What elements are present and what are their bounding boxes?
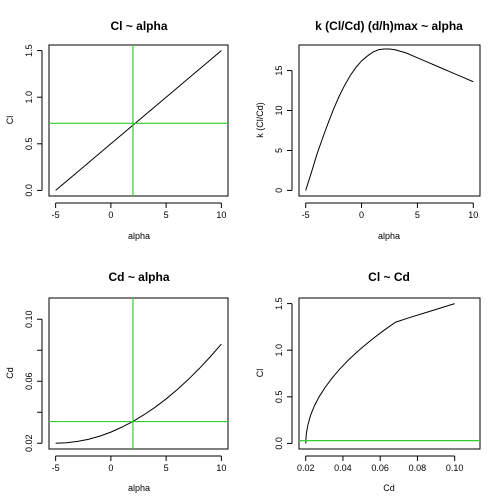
panel-title: Cd ~ alpha	[108, 270, 169, 284]
x-tick-label: 0.10	[446, 463, 464, 473]
y-tick-label: 1.5	[24, 44, 34, 57]
y-tick-label: 1.0	[274, 344, 284, 357]
panel-4: Cl ~ Cd Cd Cl 0.02 0.04 0.06 0.08 0.10 0.0 0.5 1.0…	[255, 270, 481, 493]
panel-title: Cl ~ Cd	[368, 270, 410, 284]
x-tick-label: -5	[52, 210, 60, 220]
plot-frame	[298, 44, 481, 197]
x-tick-label: 0	[359, 210, 364, 220]
y-tick-label: 0.5	[24, 138, 34, 151]
y-tick-label: 0.0	[24, 184, 34, 197]
series-line	[55, 50, 222, 191]
plot-area	[49, 45, 228, 196]
series-line	[55, 343, 222, 444]
y-tick-label: 0	[274, 188, 284, 193]
x-tick-label: 0	[108, 463, 113, 473]
y-axis-label: k (Cl/Cd)	[255, 102, 265, 138]
panel-title: Cl ~ alpha	[110, 19, 167, 33]
series-line	[305, 48, 474, 191]
x-tick-label: 5	[415, 210, 420, 220]
x-tick-label: 10	[216, 210, 226, 220]
x-tick-label: 0.02	[297, 463, 315, 473]
x-axis-label: alpha	[128, 483, 150, 493]
x-tick-label: 5	[164, 210, 169, 220]
panel-title: k (Cl/Cd) (d/h)max ~ alpha	[315, 19, 463, 33]
x-tick-label: -5	[302, 210, 310, 220]
plot-area	[49, 298, 228, 449]
plot-area	[305, 48, 474, 191]
plot-frame	[298, 297, 481, 450]
y-tick-label: 1.5	[274, 297, 284, 310]
x-tick-label: 10	[468, 210, 478, 220]
x-tick-label: 0.04	[334, 463, 352, 473]
x-tick-label: 0.06	[371, 463, 389, 473]
plot-area	[299, 303, 480, 444]
y-axis-label: Cd	[5, 367, 15, 379]
panel-3: Cd ~ alpha alpha Cd -5 0 5 10 0.02 0.06 0.10	[5, 270, 229, 493]
panel-1: Cl ~ alpha alpha Cl -5 0 5 10 0.0 0.5 1.0 1.5	[5, 19, 229, 241]
x-tick-label: 5	[164, 463, 169, 473]
y-axis-label: Cl	[5, 116, 15, 125]
plot-frame	[48, 44, 229, 197]
x-tick-label: 0	[108, 210, 113, 220]
panel-2: k (Cl/Cd) (d/h)max ~ alpha alpha k (Cl/Cd)…	[255, 19, 481, 241]
series-line	[305, 303, 455, 444]
y-tick-label: 10	[274, 106, 284, 116]
y-tick-label: 0.5	[274, 391, 284, 404]
x-axis-label: Cd	[383, 483, 395, 493]
y-tick-label: 0.0	[274, 437, 284, 450]
y-tick-label: 15	[274, 66, 284, 76]
plot-frame	[48, 297, 229, 450]
x-axis-label: alpha	[128, 231, 150, 241]
x-axis-label: alpha	[378, 231, 400, 241]
y-tick-label: 0.10	[24, 310, 34, 328]
y-tick-label: 1.0	[24, 91, 34, 104]
y-tick-label: 5	[274, 148, 284, 153]
y-tick-label: 0.06	[24, 372, 34, 390]
x-tick-label: 10	[216, 463, 226, 473]
x-tick-label: 0.08	[409, 463, 427, 473]
y-tick-label: 0.02	[24, 434, 34, 452]
y-axis-label: Cl	[255, 369, 265, 378]
x-tick-label: -5	[52, 463, 60, 473]
